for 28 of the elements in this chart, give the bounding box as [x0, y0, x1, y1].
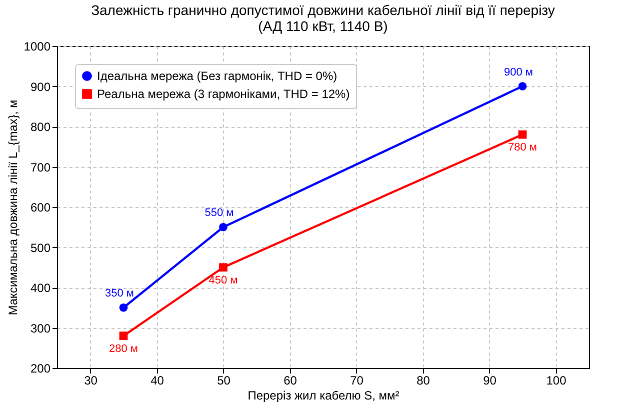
y-axis-title: Максимальна довжина лінії L_{max}, м [6, 100, 20, 316]
x-tick-label: 40 [150, 374, 164, 388]
data-label: 780 м [508, 142, 537, 154]
chart-title: Залежність гранично допустимої довжини кабельної лінії від її перерізу (АД 110 кВт, 1140 В) [91, 2, 555, 34]
x-tick-label: 30 [84, 374, 98, 388]
y-tick-label: 400 [30, 281, 51, 295]
x-axis-title: Переріз жил кабелю S, мм² [248, 388, 400, 402]
data-label: 450 м [208, 274, 238, 286]
x-tick-label: 70 [350, 374, 364, 388]
x-tick-label: 100 [546, 374, 567, 388]
data-label: 350 м [105, 288, 134, 300]
y-tick-label: 900 [30, 80, 51, 94]
y-tick-label: 500 [30, 240, 51, 255]
y-tick-label: 600 [30, 200, 51, 214]
y-tick-label: 1000 [24, 40, 51, 54]
x-tick-label: 60 [284, 374, 298, 388]
data-label: 280 м [109, 342, 138, 355]
x-tick-label: 80 [416, 374, 430, 388]
x-tick-label: 90 [483, 374, 497, 388]
y-tick-label: 300 [30, 321, 51, 336]
y-tick-label: 800 [30, 120, 51, 134]
legend-label: Реальна мережа (3 гармоніками, THD = 12%) [97, 87, 350, 101]
data-label: 550 м [204, 207, 234, 220]
y-tick-label: 700 [30, 160, 51, 174]
x-tick-label: 50 [217, 374, 231, 388]
y-tick-label: 200 [30, 362, 51, 376]
legend-label: Ідеальна мережа (Без гармонік, THD = 0%) [97, 69, 338, 83]
data-label: 900 м [504, 66, 533, 78]
